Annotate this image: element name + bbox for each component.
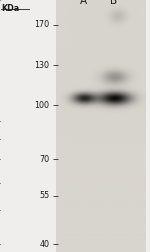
Text: 55: 55: [39, 192, 50, 200]
Bar: [56, 183, 146, 252]
Bar: [56, 91, 146, 139]
Text: A: A: [80, 0, 87, 6]
Bar: [56, 0, 146, 252]
Text: 40: 40: [39, 240, 50, 249]
Text: 100: 100: [34, 101, 50, 110]
Text: 170: 170: [34, 20, 50, 29]
Bar: [56, 139, 146, 183]
Bar: [56, 49, 146, 91]
Text: 70: 70: [39, 155, 50, 164]
Bar: [56, 0, 146, 49]
Text: B: B: [110, 0, 118, 6]
Text: 130: 130: [34, 61, 50, 70]
Text: KDa: KDa: [1, 4, 19, 13]
